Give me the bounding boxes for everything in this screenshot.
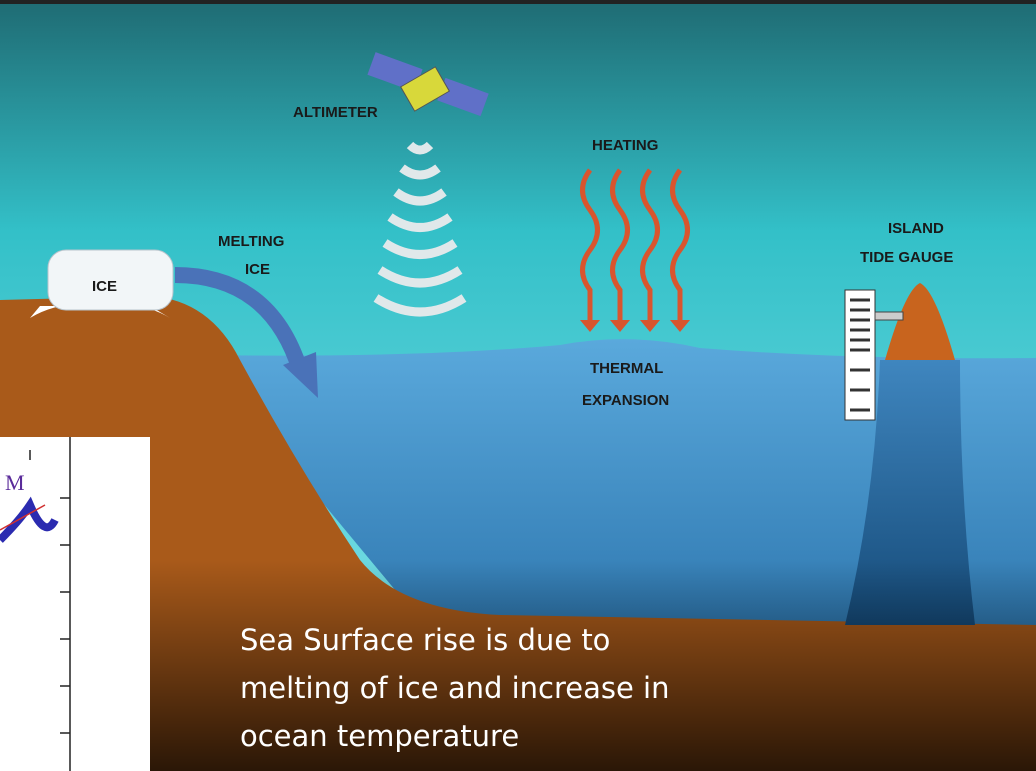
melt-arrow bbox=[174, 267, 308, 373]
ice-block bbox=[30, 249, 174, 318]
island bbox=[885, 283, 955, 360]
top-border bbox=[0, 0, 1036, 4]
tide-label: ISLAND bbox=[888, 220, 944, 237]
melt-arrowhead bbox=[283, 352, 318, 398]
gauge-marks bbox=[850, 298, 870, 412]
caption-line: Sea Surface rise is due to bbox=[240, 623, 610, 657]
heating-label: HEATING bbox=[592, 137, 658, 154]
satellite bbox=[367, 52, 489, 117]
ice-label: ICE bbox=[92, 278, 117, 295]
inset-panel bbox=[0, 437, 150, 771]
thermal-label: THERMAL bbox=[590, 360, 663, 377]
panel bbox=[437, 77, 489, 117]
caption-line: melting of ice and increase in bbox=[240, 671, 669, 705]
ice bbox=[47, 249, 174, 311]
inset-label: M bbox=[5, 470, 25, 495]
inset-axis bbox=[29, 437, 71, 771]
body bbox=[399, 66, 451, 112]
inset-trend bbox=[0, 504, 46, 531]
altimeter-label: ALTIMETER bbox=[293, 104, 378, 121]
radar-waves bbox=[373, 141, 467, 317]
heat-arrows bbox=[580, 168, 690, 325]
inset-chart: M bbox=[0, 437, 150, 771]
melting-label: MELTING bbox=[218, 233, 284, 250]
ocean bbox=[200, 339, 1036, 630]
bottom-shade bbox=[0, 560, 1036, 771]
caption: Sea Surface rise is due to melting of ic… bbox=[240, 623, 669, 753]
heat-arrowheads bbox=[580, 320, 690, 332]
island-column bbox=[845, 360, 975, 625]
inset-line bbox=[0, 496, 59, 543]
gauge-arm bbox=[874, 311, 904, 321]
caption-line: ocean temperature bbox=[240, 719, 519, 753]
gauge bbox=[844, 289, 876, 421]
tide-label: TIDE GAUGE bbox=[860, 249, 953, 266]
labels: ALTIMETER HEATING MELTING ICE ICE THERMA… bbox=[92, 104, 953, 409]
tide-gauge bbox=[844, 289, 904, 421]
thermal-label: EXPANSION bbox=[582, 392, 669, 409]
melting-label: ICE bbox=[245, 261, 270, 278]
